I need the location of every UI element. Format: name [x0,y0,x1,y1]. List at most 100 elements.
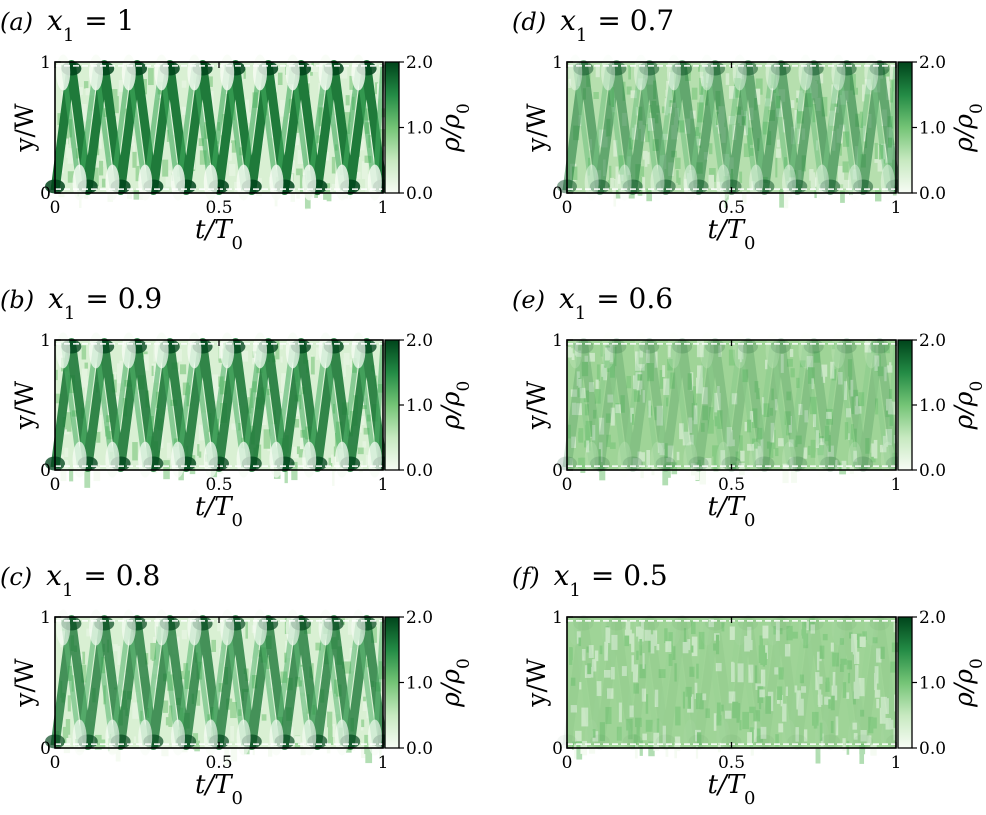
noise-cell [716,702,721,717]
noise-cell [133,190,140,200]
noise-cell [739,450,745,462]
noise-cell [245,621,248,639]
noise-cell [615,166,621,184]
noise-cell [834,100,838,107]
low-density-gap [683,164,698,201]
low-density-gap [584,441,599,478]
noise-cell [794,109,797,128]
colorbar-label: ρ/ρ0 [436,658,474,708]
noise-cell [568,647,573,661]
noise-cell [753,710,761,722]
noise-cell [113,644,118,652]
noise-cell [277,72,283,86]
noise-cell [345,117,350,135]
noise-cell [646,450,651,468]
low-density-gap [56,332,71,369]
panel-label: (d) [512,8,546,36]
noise-cell [821,96,828,117]
noise-cell [773,626,778,635]
low-density-gap [351,609,366,646]
noise-cell [763,121,770,135]
noise-cell [363,427,370,435]
low-density-gap [634,54,649,91]
noise-cell [701,387,708,405]
low-density-gap [154,54,169,91]
low-density-gap [650,164,665,201]
noise-cell [683,627,687,645]
noise-cell [728,691,736,704]
noise-cell [839,638,844,645]
noise-cell [132,151,137,168]
noise-cell [884,343,890,354]
noise-cell [631,633,635,653]
noise-cell [261,714,267,721]
low-density-gap [601,609,616,646]
noise-cell [871,443,875,457]
noise-cell [810,624,815,634]
noise-cell [629,705,634,718]
noise-cell [610,407,615,426]
noise-cell [795,435,802,445]
panel-title: (b) x1 = 0.9 [0,282,162,324]
noise-cell [667,358,673,371]
noise-cell [810,177,817,187]
noise-cell [838,372,843,385]
wall-peak [573,339,594,354]
noise-cell [567,347,572,358]
noise-cell [379,661,384,668]
noise-cell [737,663,744,683]
noise-cell [853,733,858,740]
noise-cell [702,405,709,421]
low-density-gap [89,332,103,369]
title-subscript: 1 [64,303,75,324]
title-variable: x [560,4,576,37]
noise-cell [625,620,631,639]
noise-cell [329,186,333,195]
noise-cell [294,418,300,428]
colorbar [897,616,913,749]
x-axis-label: t/T0 [707,215,755,254]
noise-cell [840,190,845,203]
noise-cell [779,628,783,635]
noise-cell [613,140,618,157]
y-axis-label: y/W [522,103,551,153]
noise-cell [696,138,702,146]
noise-cell [140,710,145,722]
noise-cell [801,629,806,636]
noise-cell [642,653,645,669]
noise-cell [269,126,274,139]
noise-cell [641,688,647,702]
low-density-gap [253,332,267,369]
noise-cell [769,407,773,416]
noise-cell [374,82,379,95]
low-density-gap [831,54,846,91]
wall-peak [672,61,693,76]
noise-cell [316,135,323,144]
noise-cell [744,635,750,652]
low-density-gap [601,54,616,91]
low-density-gap [154,609,169,646]
noise-cell [613,346,617,367]
noise-cell [142,79,147,95]
noise-cell [584,355,589,365]
noise-cell [837,166,845,185]
noise-cell [588,747,596,754]
noise-cell [775,734,779,747]
noise-cell [117,363,124,384]
noise-cell [708,174,715,189]
low-density-gap [601,332,616,369]
noise-cell [675,706,681,726]
low-density-gap [831,332,846,369]
noise-cell [848,188,854,196]
x-tick-label: 0 [50,753,61,773]
noise-cell [568,78,571,88]
noise-cell [647,152,650,165]
noise-cell [757,427,760,440]
noise-cell [281,373,287,385]
noise-cell [693,405,698,425]
noise-cell [782,463,789,484]
noise-cell [713,643,718,651]
x-tick-label: 0.5 [205,753,232,773]
